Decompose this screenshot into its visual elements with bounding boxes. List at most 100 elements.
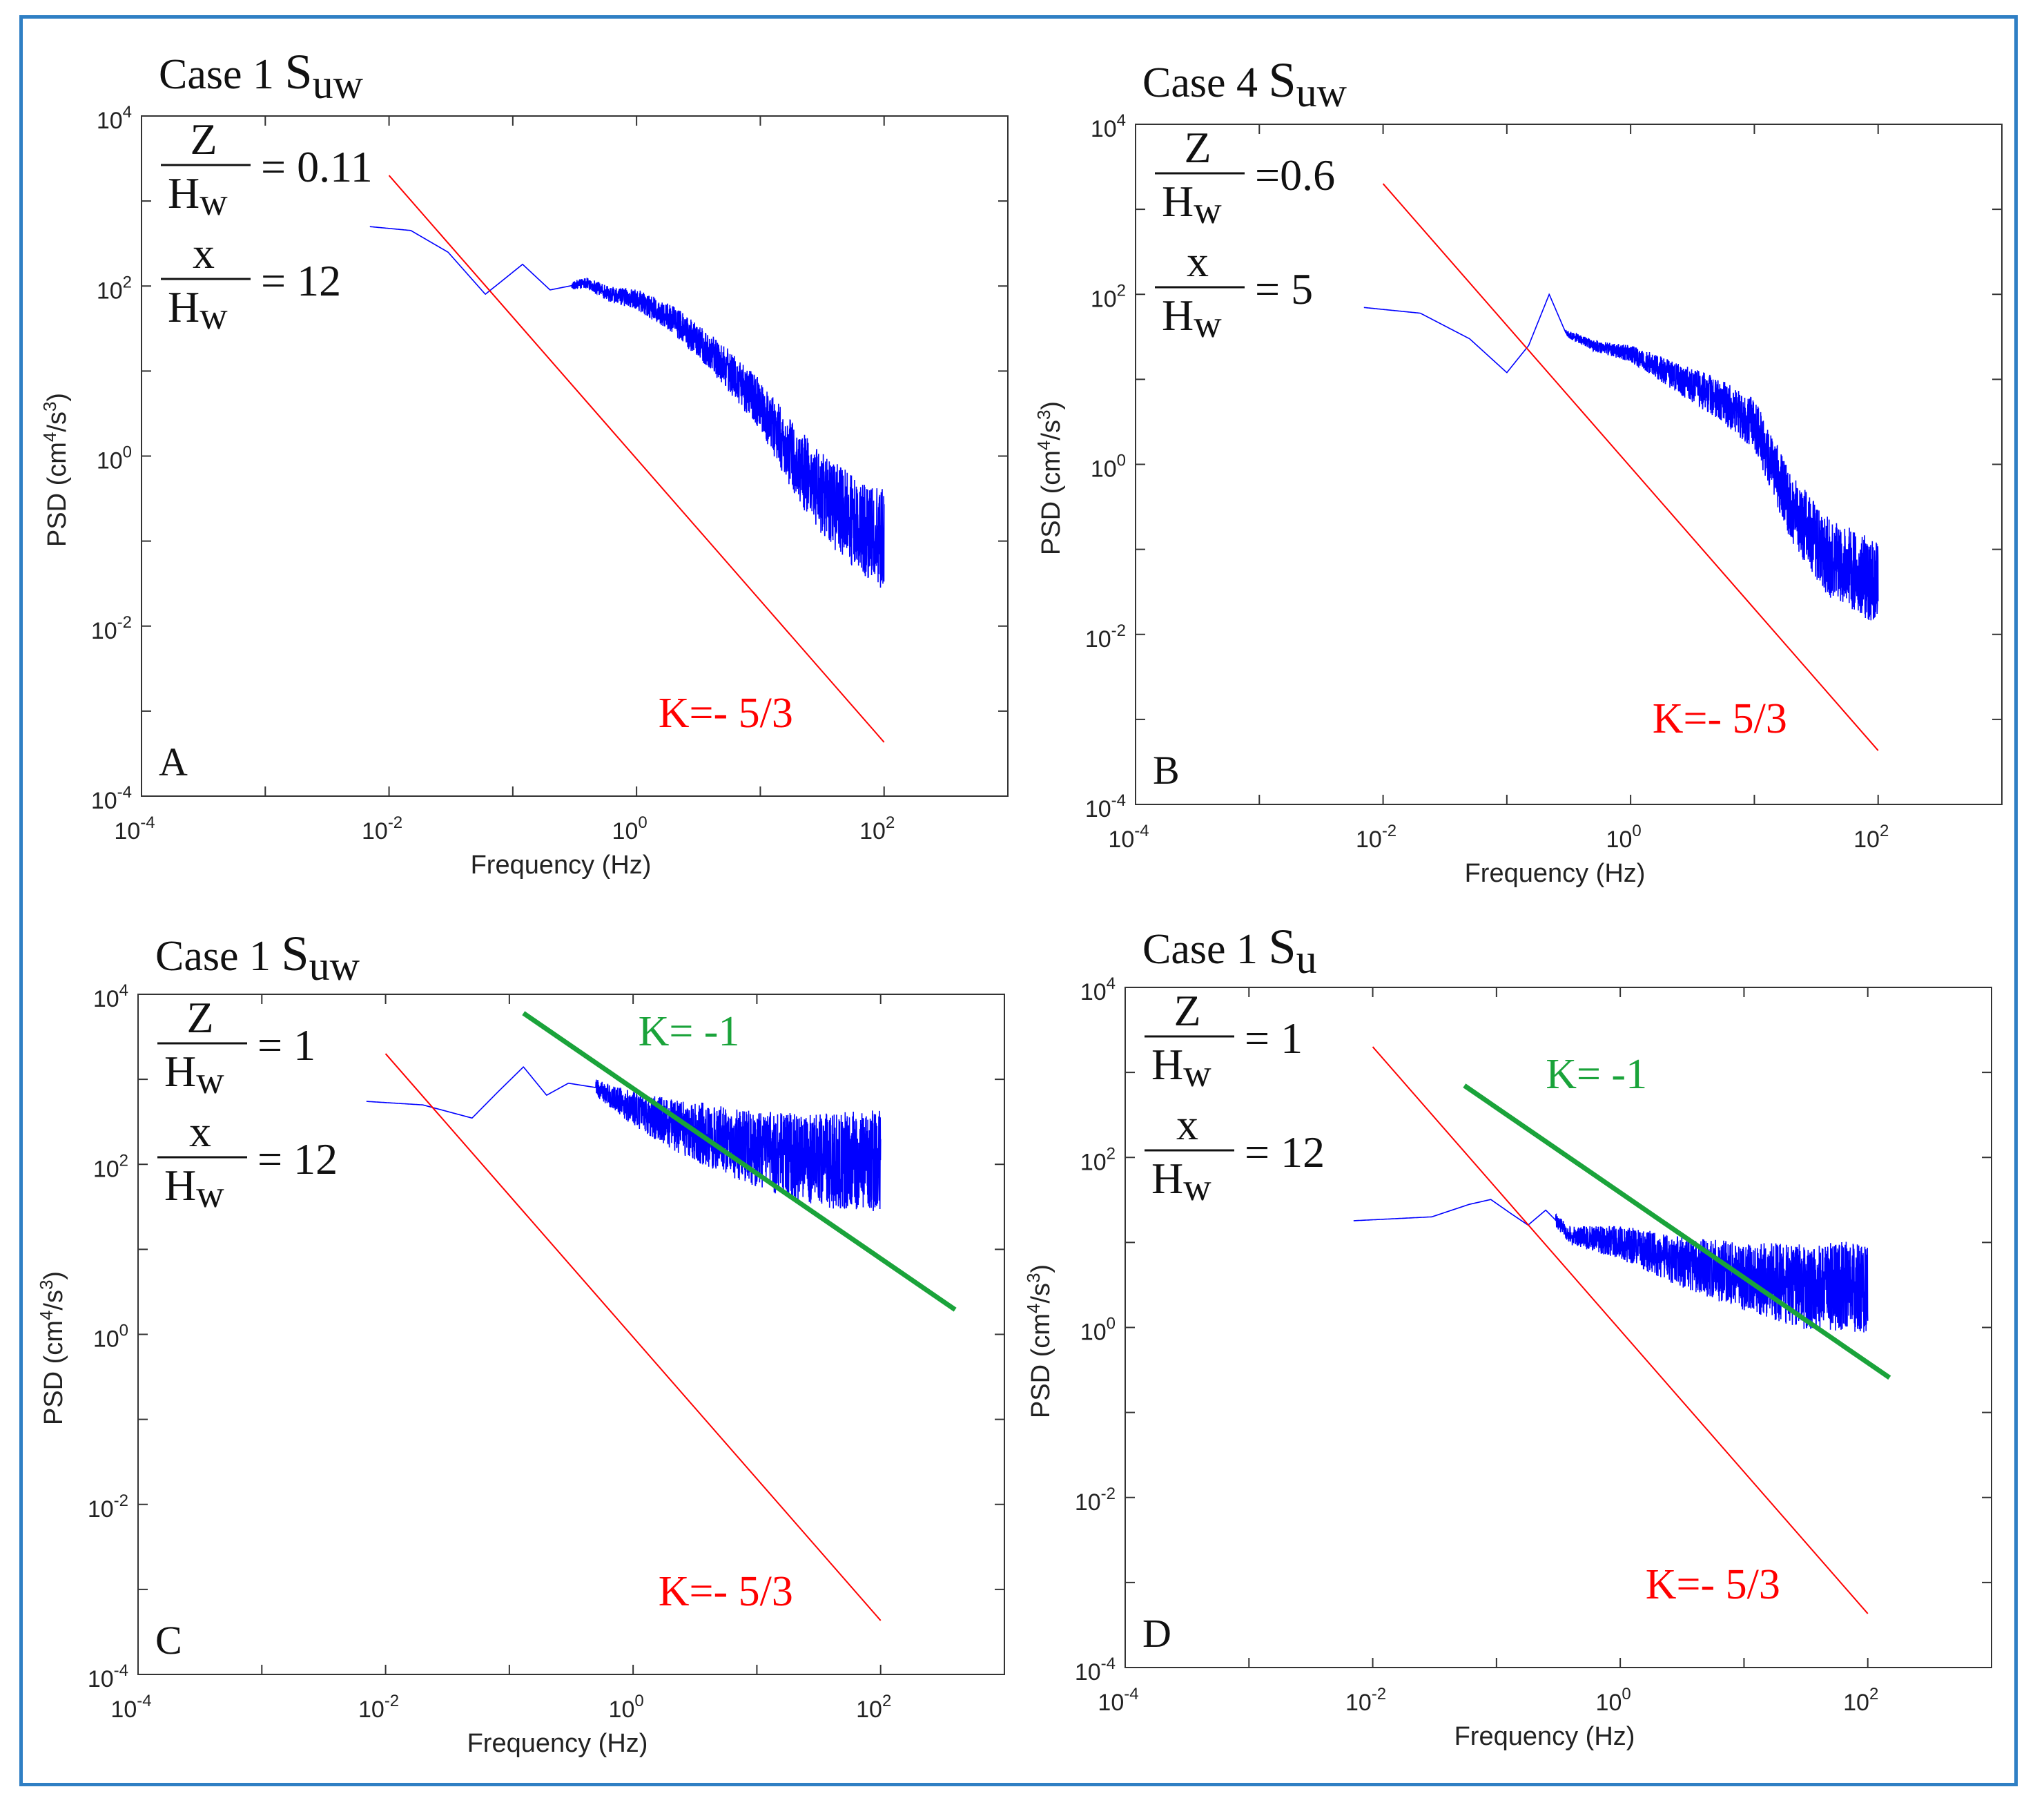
y-tick-label: 104 [1091, 111, 1126, 142]
y-axis-label: PSD (cm4/s3) [39, 393, 72, 547]
y-tick-label: 100 [97, 443, 132, 474]
figure-border [19, 15, 2018, 1786]
y-tick-label: 10-4 [91, 783, 132, 814]
z-ratio-denominator: Hw [164, 1047, 224, 1102]
x-tick-label: 100 [1596, 1685, 1631, 1716]
panel-title: Case 1 Suw [159, 44, 364, 107]
z-ratio: ZHw = 0.11 [161, 115, 373, 224]
y-tick-label: 10-4 [1075, 1654, 1116, 1685]
z-ratio: Z Hw =0.6 [1155, 123, 1335, 232]
y-tick-label: 104 [1080, 974, 1116, 1005]
y-tick-label: 10-4 [88, 1661, 128, 1692]
x-tick-label: 10-2 [362, 813, 402, 844]
x-tick-label: 102 [859, 813, 895, 844]
x-ratio: x Hw = 5 [1155, 237, 1313, 346]
x-ratio-denominator: Hw [168, 282, 228, 338]
spectrum-line [366, 1066, 882, 1212]
x-tick-label: 10-4 [1108, 822, 1149, 853]
y-axis-label: PSD (cm4/s3) [36, 1271, 68, 1425]
x-tick-label: 102 [1843, 1685, 1878, 1716]
axes-box [1135, 124, 2003, 805]
z-ratio-denominator: Hw [168, 168, 228, 224]
x-tick-label: 100 [609, 1692, 644, 1723]
y-tick-label: 10-2 [91, 613, 132, 644]
k-minus-five-thirds-label: K=- 5/3 [1646, 1561, 1780, 1608]
z-ratio-value: = 1 [1245, 1014, 1303, 1063]
panel-letter: D [1142, 1611, 1171, 1656]
z-ratio-numerator: Z [1184, 123, 1211, 172]
k-minus-one-label: K= -1 [1546, 1051, 1647, 1098]
k-minus-one-line [1463, 1083, 1891, 1380]
y-tick-label: 102 [93, 1151, 128, 1182]
z-ratio-value: = 0.11 [261, 142, 373, 191]
z-ratio-denominator: Hw [1151, 1040, 1211, 1095]
panel-D: 10-4 10-2 100 102 10-4 10-2 100 102 104 Frequency… [1023, 919, 1992, 1751]
x-axis-label: Frequency (Hz) [1454, 1722, 1635, 1751]
x-tick-label: 10-4 [110, 1692, 151, 1723]
y-tick-label: 100 [93, 1322, 128, 1353]
spectrum-line [1363, 293, 1879, 621]
z-ratio: Z Hw = 1 [157, 993, 315, 1102]
k-minus-five-thirds-line [385, 1053, 882, 1621]
x-ratio-numerator: x [193, 229, 215, 278]
x-ratio-denominator: Hw [1162, 291, 1222, 346]
x-ratio: xHw = 12 [161, 229, 341, 338]
y-tick-label: 100 [1080, 1315, 1116, 1346]
panel-letter: B [1153, 748, 1180, 793]
k-minus-one-line [522, 1011, 957, 1312]
x-tick-label: 10-2 [1345, 1685, 1386, 1716]
x-ratio-value: = 12 [257, 1134, 338, 1183]
y-tick-label: 102 [97, 273, 132, 304]
k-minus-five-thirds-label: K=- 5/3 [1653, 695, 1787, 742]
z-ratio: Z Hw = 1 [1145, 986, 1303, 1095]
tick-marks [1125, 987, 1992, 1668]
x-tick-label: 10-2 [1356, 822, 1396, 853]
x-axis-label: Frequency (Hz) [467, 1729, 648, 1758]
tick-marks [137, 994, 1005, 1675]
x-ratio-denominator: Hw [1151, 1154, 1211, 1209]
spectrum-line [1353, 1199, 1869, 1333]
y-tick-label: 100 [1091, 452, 1126, 483]
x-ratio-numerator: x [1187, 237, 1209, 286]
x-ratio-numerator: x [1176, 1100, 1198, 1149]
panel-letter: A [159, 740, 188, 784]
tick-marks [1135, 124, 2003, 805]
z-ratio-value: =0.6 [1255, 151, 1335, 200]
k-minus-five-thirds-label: K=- 5/3 [659, 1568, 793, 1615]
k-minus-five-thirds-line [388, 175, 885, 743]
y-tick-label: 10-2 [88, 1491, 128, 1523]
panel-B: 10-4 10-2 100 102 10-4 10-2 100 102 104 Frequency… [1033, 52, 2003, 888]
axes-box [137, 994, 1005, 1675]
x-tick-label: 10-2 [358, 1692, 399, 1723]
x-ratio-value: = 12 [1245, 1128, 1325, 1177]
x-ratio: xHw= 12 [157, 1107, 338, 1216]
panel-title: Case 1 Su [1142, 919, 1317, 982]
x-ratio-denominator: Hw [164, 1161, 224, 1216]
z-ratio-denominator: Hw [1162, 177, 1222, 232]
y-tick-label: 102 [1091, 281, 1126, 312]
x-tick-label: 102 [856, 1692, 891, 1723]
spectrum-line [369, 226, 885, 588]
z-ratio-numerator: Z [1174, 986, 1200, 1035]
x-tick-label: 100 [1606, 822, 1642, 853]
x-ratio-value: = 12 [261, 256, 341, 305]
k-minus-one-label: K= -1 [639, 1008, 740, 1055]
y-tick-label: 102 [1080, 1144, 1116, 1175]
panel-A: 10-4 10-2 100 102 10-4 10-2 100 102 104 Frequency… [39, 44, 1009, 880]
k-minus-five-thirds-label: K=- 5/3 [659, 690, 793, 737]
y-tick-label: 10-4 [1085, 791, 1126, 822]
x-axis-label: Frequency (Hz) [1465, 859, 1646, 888]
y-tick-label: 10-2 [1085, 621, 1126, 653]
z-ratio-numerator: Z [186, 993, 213, 1042]
panel-title: Case 4 Suw [1142, 52, 1347, 115]
k-minus-five-thirds-line [1372, 1046, 1869, 1614]
x-tick-label: 100 [612, 813, 648, 844]
y-axis-label: PSD (cm4/s3) [1033, 401, 1066, 555]
x-ratio-value: = 5 [1255, 264, 1313, 313]
y-tick-label: 104 [93, 981, 128, 1012]
x-tick-label: 10-4 [114, 813, 155, 844]
z-ratio-numerator: Z [190, 115, 217, 164]
x-tick-label: 102 [1853, 822, 1889, 853]
x-axis-label: Frequency (Hz) [471, 851, 652, 880]
